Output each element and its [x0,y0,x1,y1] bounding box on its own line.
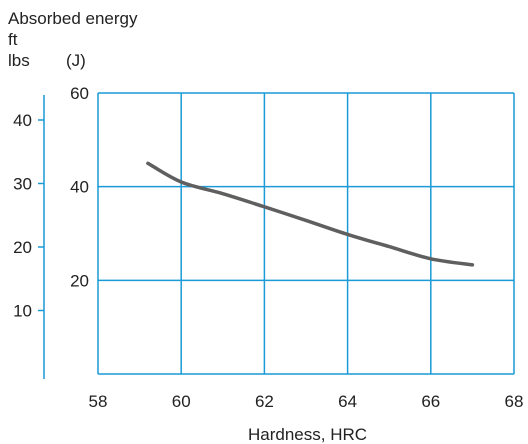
x-tick-label-1: 60 [172,392,191,411]
y-axis-title-line-2: ft [8,30,18,49]
grid [97,92,515,375]
joule-tick-label-0: 60 [70,84,89,103]
series-layer [146,161,475,267]
tick-labels: 40 30 20 10 60 40 20 58 60 62 64 66 68 [13,84,523,411]
ftlbs-tick-label-1: 30 [13,174,32,193]
x-axis-title: Hardness, HRC [248,425,367,444]
ftlbs-tick-label-0: 40 [13,111,32,130]
x-tick-label-3: 64 [338,392,357,411]
y-axis-title-line-1: Absorbed energy [8,9,138,28]
series-line-0 [146,161,475,267]
y-axis-unit-ftlbs: lbs [8,51,30,70]
ftlbs-tick-label-3: 10 [13,301,32,320]
joule-tick-label-2: 20 [70,271,89,290]
ftlbs-tick-label-2: 20 [13,238,32,257]
x-tick-label-2: 62 [255,392,274,411]
x-tick-label-4: 66 [421,392,440,411]
x-tick-label-5: 68 [505,392,524,411]
joule-tick-label-1: 40 [70,178,89,197]
x-tick-label-0: 58 [89,392,108,411]
y-axis-unit-joule: (J) [66,51,86,70]
ftlbs-axis [38,95,45,379]
